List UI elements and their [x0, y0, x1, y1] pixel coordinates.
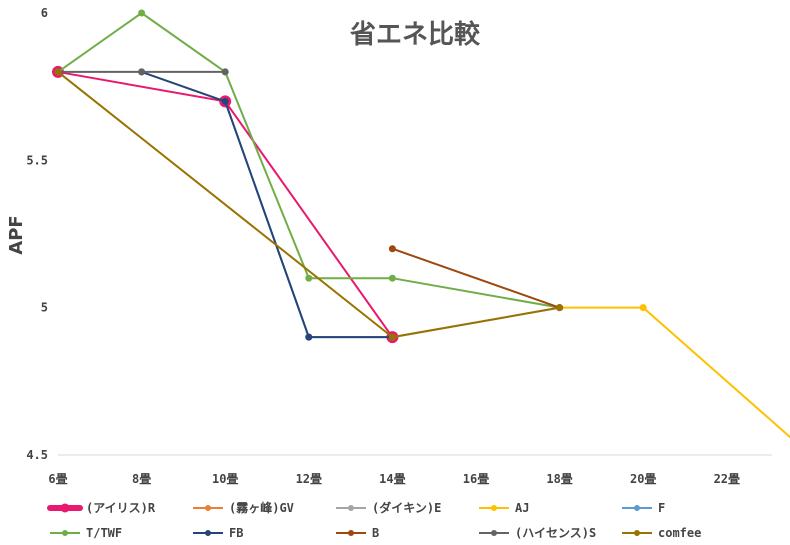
x-tick-label: 22畳: [714, 472, 740, 486]
x-tick-labels: 6畳 8畳 10畳 12畳 14畳 16畳 18畳 20畳 22畳: [48, 472, 740, 486]
y-tick-label: 6: [41, 6, 48, 20]
data-point: [138, 9, 146, 17]
y-axis-label: APF: [6, 215, 27, 254]
legend-item: B: [336, 526, 379, 540]
series-5: [54, 9, 564, 312]
legend: (アイリス)R (霧ヶ峰)GV (ダイキン)E AJ F T/TWF FB B (ハイセンス)S…: [47, 500, 701, 540]
series-3: [556, 304, 790, 439]
legend-swatch-marker: [348, 530, 354, 536]
data-point: [388, 274, 396, 282]
legend-label: T/TWF: [86, 526, 122, 540]
series-6: [138, 68, 396, 341]
legend-label: AJ: [515, 501, 529, 515]
legend-label: (ダイキン)E: [372, 500, 441, 515]
legend-swatch-marker: [62, 530, 68, 536]
data-point: [556, 304, 564, 312]
legend-item: AJ: [479, 501, 529, 515]
legend-swatch-marker: [634, 530, 640, 536]
legend-item: (アイリス)R: [47, 501, 156, 515]
legend-swatch-marker: [634, 505, 640, 511]
series-line: [392, 247, 560, 309]
x-tick-label: 16畳: [463, 472, 489, 486]
series-layer: [52, 9, 790, 439]
legend-label: (ハイセンス)S: [515, 526, 596, 540]
legend-label: F: [658, 501, 665, 515]
series-line: [57, 71, 560, 339]
chart-title: 省エネ比較: [349, 19, 481, 50]
legend-item: F: [622, 501, 665, 515]
series-line: [559, 306, 790, 439]
legend-label: FB: [229, 526, 243, 540]
legend-item: (霧ヶ峰)GV: [193, 500, 294, 515]
data-point: [388, 245, 396, 253]
x-tick-label: 12畳: [296, 472, 322, 486]
legend-item: (ハイセンス)S: [479, 526, 596, 540]
x-tick-label: 18畳: [546, 472, 572, 486]
legend-item: FB: [193, 526, 243, 540]
series-9: [54, 68, 564, 341]
y-tick-labels: 4.5 5 5.5 6: [26, 6, 48, 462]
legend-label: (霧ヶ峰)GV: [229, 500, 294, 515]
data-point: [138, 68, 146, 76]
data-point: [639, 304, 647, 312]
series-line: [57, 11, 560, 309]
legend-label: (アイリス)R: [86, 501, 156, 515]
data-point: [221, 97, 229, 105]
x-tick-label: 6畳: [48, 472, 67, 486]
legend-label: comfee: [658, 526, 701, 540]
x-tick-label: 10畳: [212, 472, 238, 486]
data-point: [388, 333, 396, 341]
legend-swatch-marker: [491, 530, 497, 536]
data-point: [305, 274, 313, 282]
data-point: [54, 68, 62, 76]
legend-swatch-marker: [60, 503, 70, 513]
y-tick-label: 4.5: [26, 448, 48, 462]
data-point: [221, 68, 229, 76]
legend-swatch-marker: [348, 505, 354, 511]
series-line: [141, 70, 393, 339]
legend-item: comfee: [622, 526, 701, 540]
legend-swatch-marker: [205, 530, 211, 536]
data-point: [305, 333, 313, 341]
legend-swatch-marker: [205, 505, 211, 511]
x-tick-label: 14畳: [379, 472, 405, 486]
y-tick-label: 5: [41, 301, 48, 315]
legend-item: (ダイキン)E: [336, 500, 441, 515]
legend-label: B: [372, 526, 379, 540]
legend-swatch-marker: [491, 505, 497, 511]
x-tick-label: 20畳: [630, 472, 656, 486]
x-tick-label: 8畳: [132, 472, 151, 486]
series-7: [388, 245, 564, 312]
y-tick-label: 5.5: [26, 153, 48, 167]
series-8: [54, 68, 229, 76]
legend-item: T/TWF: [50, 526, 122, 540]
